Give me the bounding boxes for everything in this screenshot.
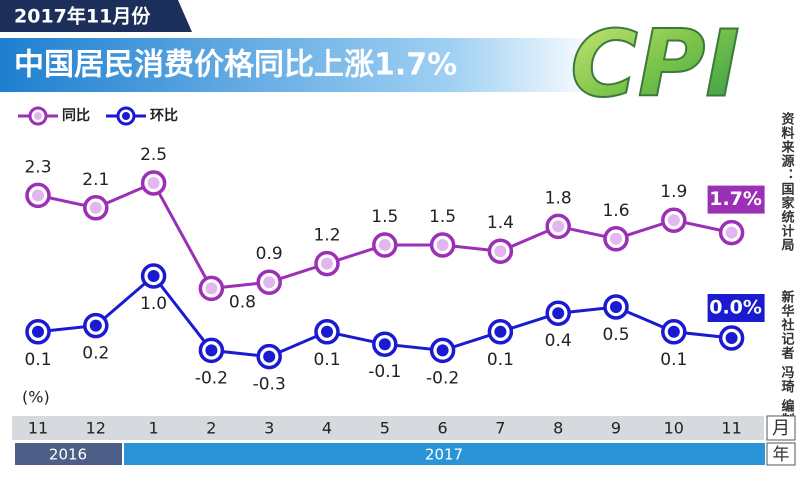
legend-marker-dot [34,112,42,120]
marker-dot [725,226,738,239]
marker-dot [494,325,507,338]
title: 中国居民消费价格同比上涨1.7% [14,48,457,83]
marker-dot [667,325,680,338]
marker-dot [147,177,160,189]
value-label: 0.5 [602,325,629,345]
credit-text: 新华社记者 冯琦 编制 [779,289,796,427]
value-label: 0.4 [545,331,572,351]
marker-dot [321,257,333,270]
legend-label: 环比 [150,107,178,124]
marker-dot [494,245,507,258]
value-label: 0.2 [82,344,109,364]
marker-dot [436,239,449,251]
month-unit-box [766,415,796,441]
value-label: 0.8 [229,292,256,312]
credit: 新华社记者 冯琦 编制 [779,289,796,427]
value-label: 2.1 [82,170,109,190]
marker-dot [263,350,276,363]
value-label: 1.8 [545,188,572,208]
x-tick-label: 12 [86,419,106,438]
logo: CPI [570,10,739,117]
marker-dot [610,301,622,313]
y-label: (%) [22,388,50,407]
marker-dot [263,276,276,289]
marker-dot [378,338,391,351]
month-bar [12,416,764,440]
marker-dot [667,214,680,227]
x-tick-label: 2 [206,419,216,438]
value-label: -0.3 [253,375,286,395]
marker-dot [552,307,565,320]
value-label: 1.7% [709,188,762,210]
value-label: 2.5 [140,145,167,165]
marker-dot [32,325,44,338]
x-tick-label: 3 [264,419,274,438]
value-label: 0.9 [256,244,283,264]
value-label: -0.2 [426,368,459,388]
value-label: 0.1 [313,350,340,370]
value-label: 1.5 [429,207,456,227]
x-tick-label: 10 [664,419,684,438]
month-unit: 月 [772,418,790,439]
value-label: 2.3 [24,157,51,177]
year-unit-box [766,442,796,466]
x-tick-label: 7 [495,419,505,438]
marker-dot [610,232,622,245]
value-label: 0.1 [487,350,514,370]
value-label: -0.2 [195,368,228,388]
value-label-box [707,294,765,322]
marker-dot [552,220,565,233]
value-label: 1.4 [487,213,514,233]
year-label: 2017 [425,446,463,464]
marker-dot [89,201,102,214]
year-label: 2016 [49,446,87,464]
x-tick-label: 6 [438,419,448,438]
x-tick-label: 11 [721,419,741,438]
value-label: 0.1 [660,350,687,370]
legend-label: 同比 [62,107,90,124]
marker-dot [89,319,102,332]
value-label: 1.9 [660,182,687,202]
value-label: -0.1 [368,362,401,382]
year-bar-2017 [124,443,765,465]
marker-dot [205,282,218,295]
marker-dot [378,239,391,251]
x-tick-label: 4 [322,419,332,438]
value-label: 0.0% [709,297,762,319]
source-text: 资料来源：国家统计局 [779,111,796,252]
marker-dot [147,270,160,282]
x-tick-label: 8 [553,419,563,438]
value-label-box [707,185,765,214]
x-tick-label: 1 [149,419,159,438]
marker-dot [725,332,738,344]
x-tick-label: 5 [380,419,390,438]
year-unit: 年 [773,445,790,465]
source: 资料来源：国家统计局 [779,111,796,252]
legend-marker-dot [122,112,130,120]
title-banner [0,38,600,92]
value-label: 1.5 [371,207,398,227]
date: 2017年11月份 [14,5,151,28]
year-bar-2016 [15,443,122,465]
value-label: 1.0 [140,294,167,314]
marker-dot [321,325,333,338]
value-label: 0.1 [24,350,51,370]
x-tick-label: 9 [611,419,621,438]
value-label: 1.2 [313,226,340,246]
date-tab [0,0,192,32]
marker-dot [436,344,449,357]
marker-dot [205,344,218,357]
marker-dot [32,189,44,202]
x-tick-label: 11 [28,419,48,438]
value-label: 1.6 [602,201,629,221]
